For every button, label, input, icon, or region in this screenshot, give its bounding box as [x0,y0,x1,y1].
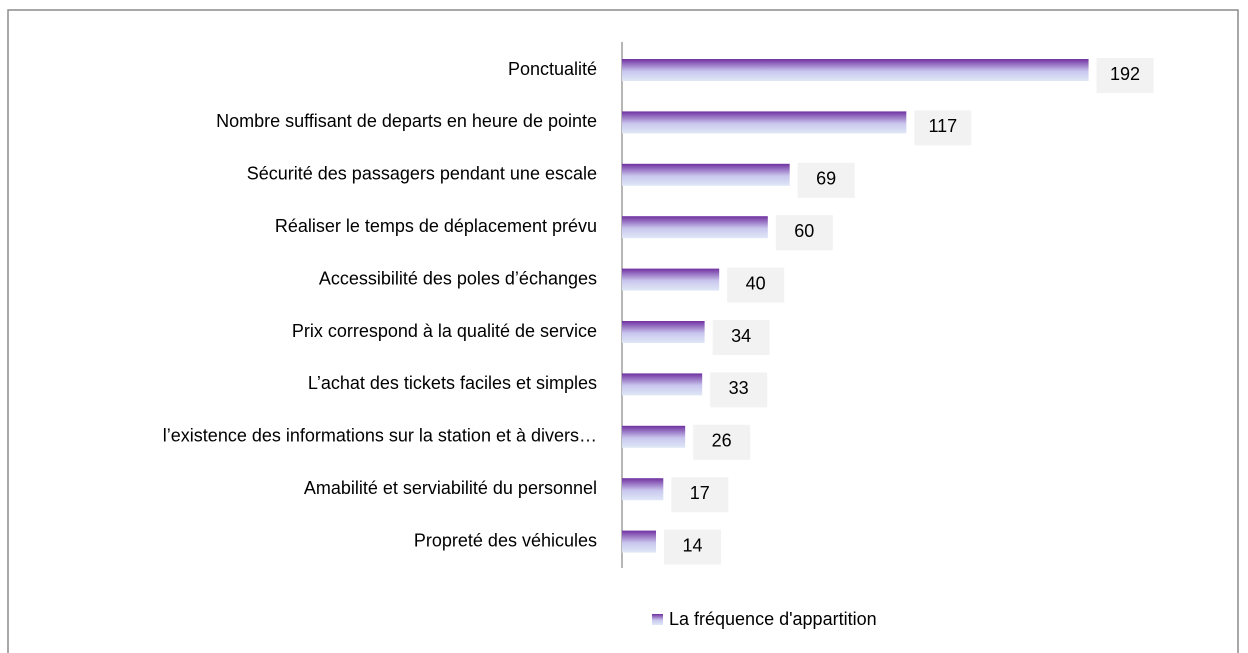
bar [622,478,664,501]
data-label-box [727,267,785,303]
y-tick-label: Prix correspond à la qualité de service [292,321,597,341]
data-label: 17 [690,483,710,503]
data-label: 26 [712,431,732,451]
legend-label: La fréquence d'appartition [669,609,877,629]
data-label-box [712,320,770,355]
bar [622,530,657,553]
data-label: 34 [731,326,751,346]
y-tick-label: Sécurité des passagers pendant une escal… [247,164,597,184]
data-label: 40 [746,273,766,293]
bar [622,425,686,448]
bar [622,373,703,396]
y-tick-label: Accessibilité des poles d’échanges [319,268,597,288]
data-label-box [664,529,722,565]
y-tick-label: Nombre suffisant de departs en heure de … [216,111,597,131]
bar [622,59,1089,81]
y-tick-label: Réaliser le temps de déplacement prévu [275,216,597,236]
y-tick-label: l’existence des informations sur la stat… [163,426,597,446]
data-label-box [1096,58,1154,93]
data-label: 60 [794,221,814,241]
data-label-box [775,215,833,251]
bar [622,163,790,186]
bar [622,268,720,291]
y-tick-label: L’achat des tickets faciles et simples [308,373,597,393]
legend-swatch [652,614,663,625]
chart-border [7,9,1239,653]
data-label-box [710,372,768,408]
y-tick-label: Propreté des véhicules [414,530,597,550]
data-label-box [671,477,729,513]
data-label-box [914,110,972,146]
data-label: 33 [729,378,749,398]
data-label: 69 [816,169,836,189]
bar [622,216,768,239]
data-label-box [797,162,855,198]
y-tick-label: Ponctualité [508,59,597,79]
y-tick-label: Amabilité et serviabilité du personnel [304,478,597,498]
data-label: 192 [1110,64,1140,84]
data-label: 117 [928,116,957,136]
data-label: 14 [683,535,703,555]
data-label-box [693,424,751,460]
bar [622,321,705,343]
bar [622,111,907,134]
